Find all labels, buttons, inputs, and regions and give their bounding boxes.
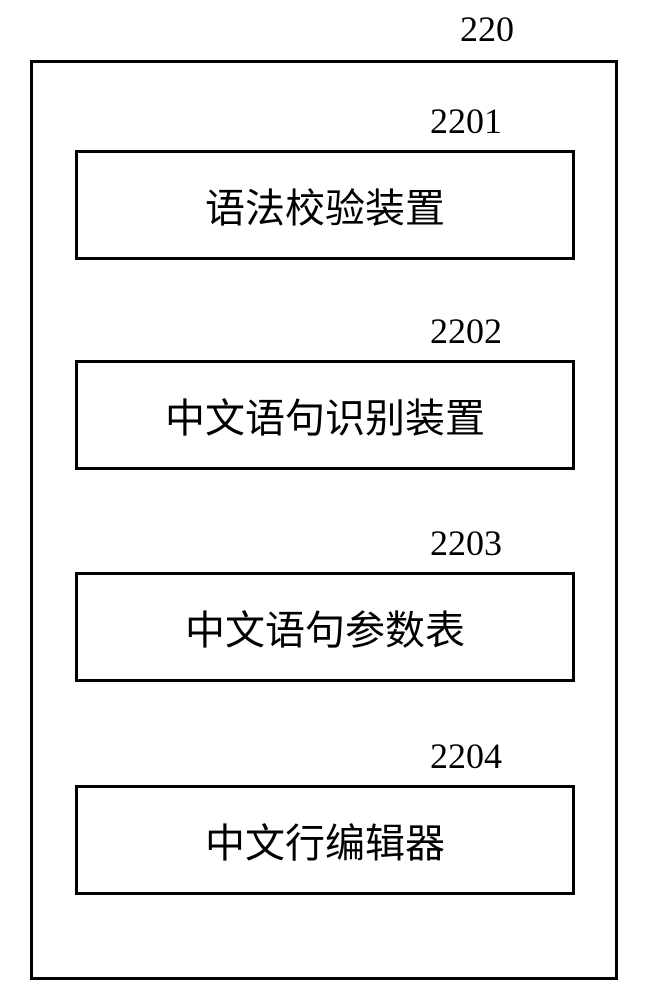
item-box-2204: 中文行编辑器 bbox=[75, 785, 575, 895]
item-text-2203: 中文语句参数表 bbox=[185, 598, 465, 656]
item-box-2202: 中文语句识别装置 bbox=[75, 360, 575, 470]
item-label-2203: 2203 bbox=[430, 522, 502, 564]
item-text-2201: 语法校验装置 bbox=[205, 176, 445, 234]
diagram-canvas: 220 2201 语法校验装置 2202 中文语句识别装置 2203 中文语句参… bbox=[0, 0, 646, 1000]
outer-label: 220 bbox=[460, 8, 514, 50]
item-text-2202: 中文语句识别装置 bbox=[165, 386, 485, 444]
item-label-2201: 2201 bbox=[430, 100, 502, 142]
item-label-2202: 2202 bbox=[430, 310, 502, 352]
item-text-2204: 中文行编辑器 bbox=[205, 811, 445, 869]
item-label-2204: 2204 bbox=[430, 735, 502, 777]
item-box-2203: 中文语句参数表 bbox=[75, 572, 575, 682]
item-box-2201: 语法校验装置 bbox=[75, 150, 575, 260]
